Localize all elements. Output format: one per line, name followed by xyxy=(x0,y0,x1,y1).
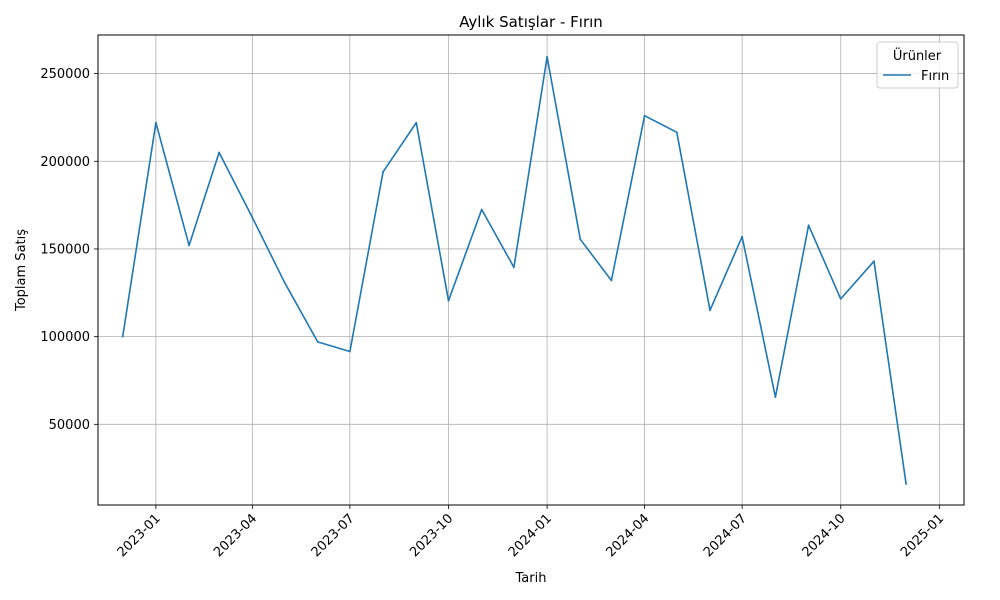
data-point xyxy=(774,396,777,398)
data-point xyxy=(905,483,907,485)
data-point xyxy=(382,170,384,173)
y-tick-label: 100000 xyxy=(40,330,90,345)
y-tick-label: 150000 xyxy=(40,242,90,257)
data-point xyxy=(121,335,124,338)
data-point xyxy=(415,121,418,124)
legend-box xyxy=(876,41,959,89)
data-point xyxy=(579,238,582,241)
y-axis-label: Toplam Satış xyxy=(14,229,29,312)
data-point xyxy=(447,299,450,302)
data-point xyxy=(709,309,711,312)
legend-label-firin: Fırın xyxy=(921,69,949,84)
data-point xyxy=(155,121,157,124)
data-point xyxy=(283,281,286,284)
data-point xyxy=(839,298,842,300)
y-tick-label: 50000 xyxy=(49,418,90,433)
data-point xyxy=(741,235,743,238)
legend: Ürünler Fırın xyxy=(876,41,959,89)
data-point xyxy=(675,131,678,134)
data-point xyxy=(513,266,515,269)
data-point xyxy=(218,151,221,154)
series-layer xyxy=(121,56,907,485)
data-point xyxy=(188,244,191,247)
data-point xyxy=(807,224,810,227)
legend-title: Ürünler xyxy=(893,47,942,64)
plot-frame xyxy=(97,34,965,506)
chart-title: Aylık Satışlar - Fırın xyxy=(459,13,603,31)
x-axis-label: Tarih xyxy=(515,571,547,586)
data-point xyxy=(251,216,254,219)
data-point xyxy=(643,114,646,117)
y-tick-label: 250000 xyxy=(40,67,90,82)
data-point xyxy=(349,350,351,353)
data-point xyxy=(480,208,483,211)
y-axis: 50000 100000 150000 200000 250000 xyxy=(40,67,98,433)
data-point xyxy=(610,279,613,282)
data-point xyxy=(316,341,319,343)
data-point xyxy=(546,56,548,58)
data-point xyxy=(873,260,875,263)
y-tick-label: 200000 xyxy=(40,155,90,170)
